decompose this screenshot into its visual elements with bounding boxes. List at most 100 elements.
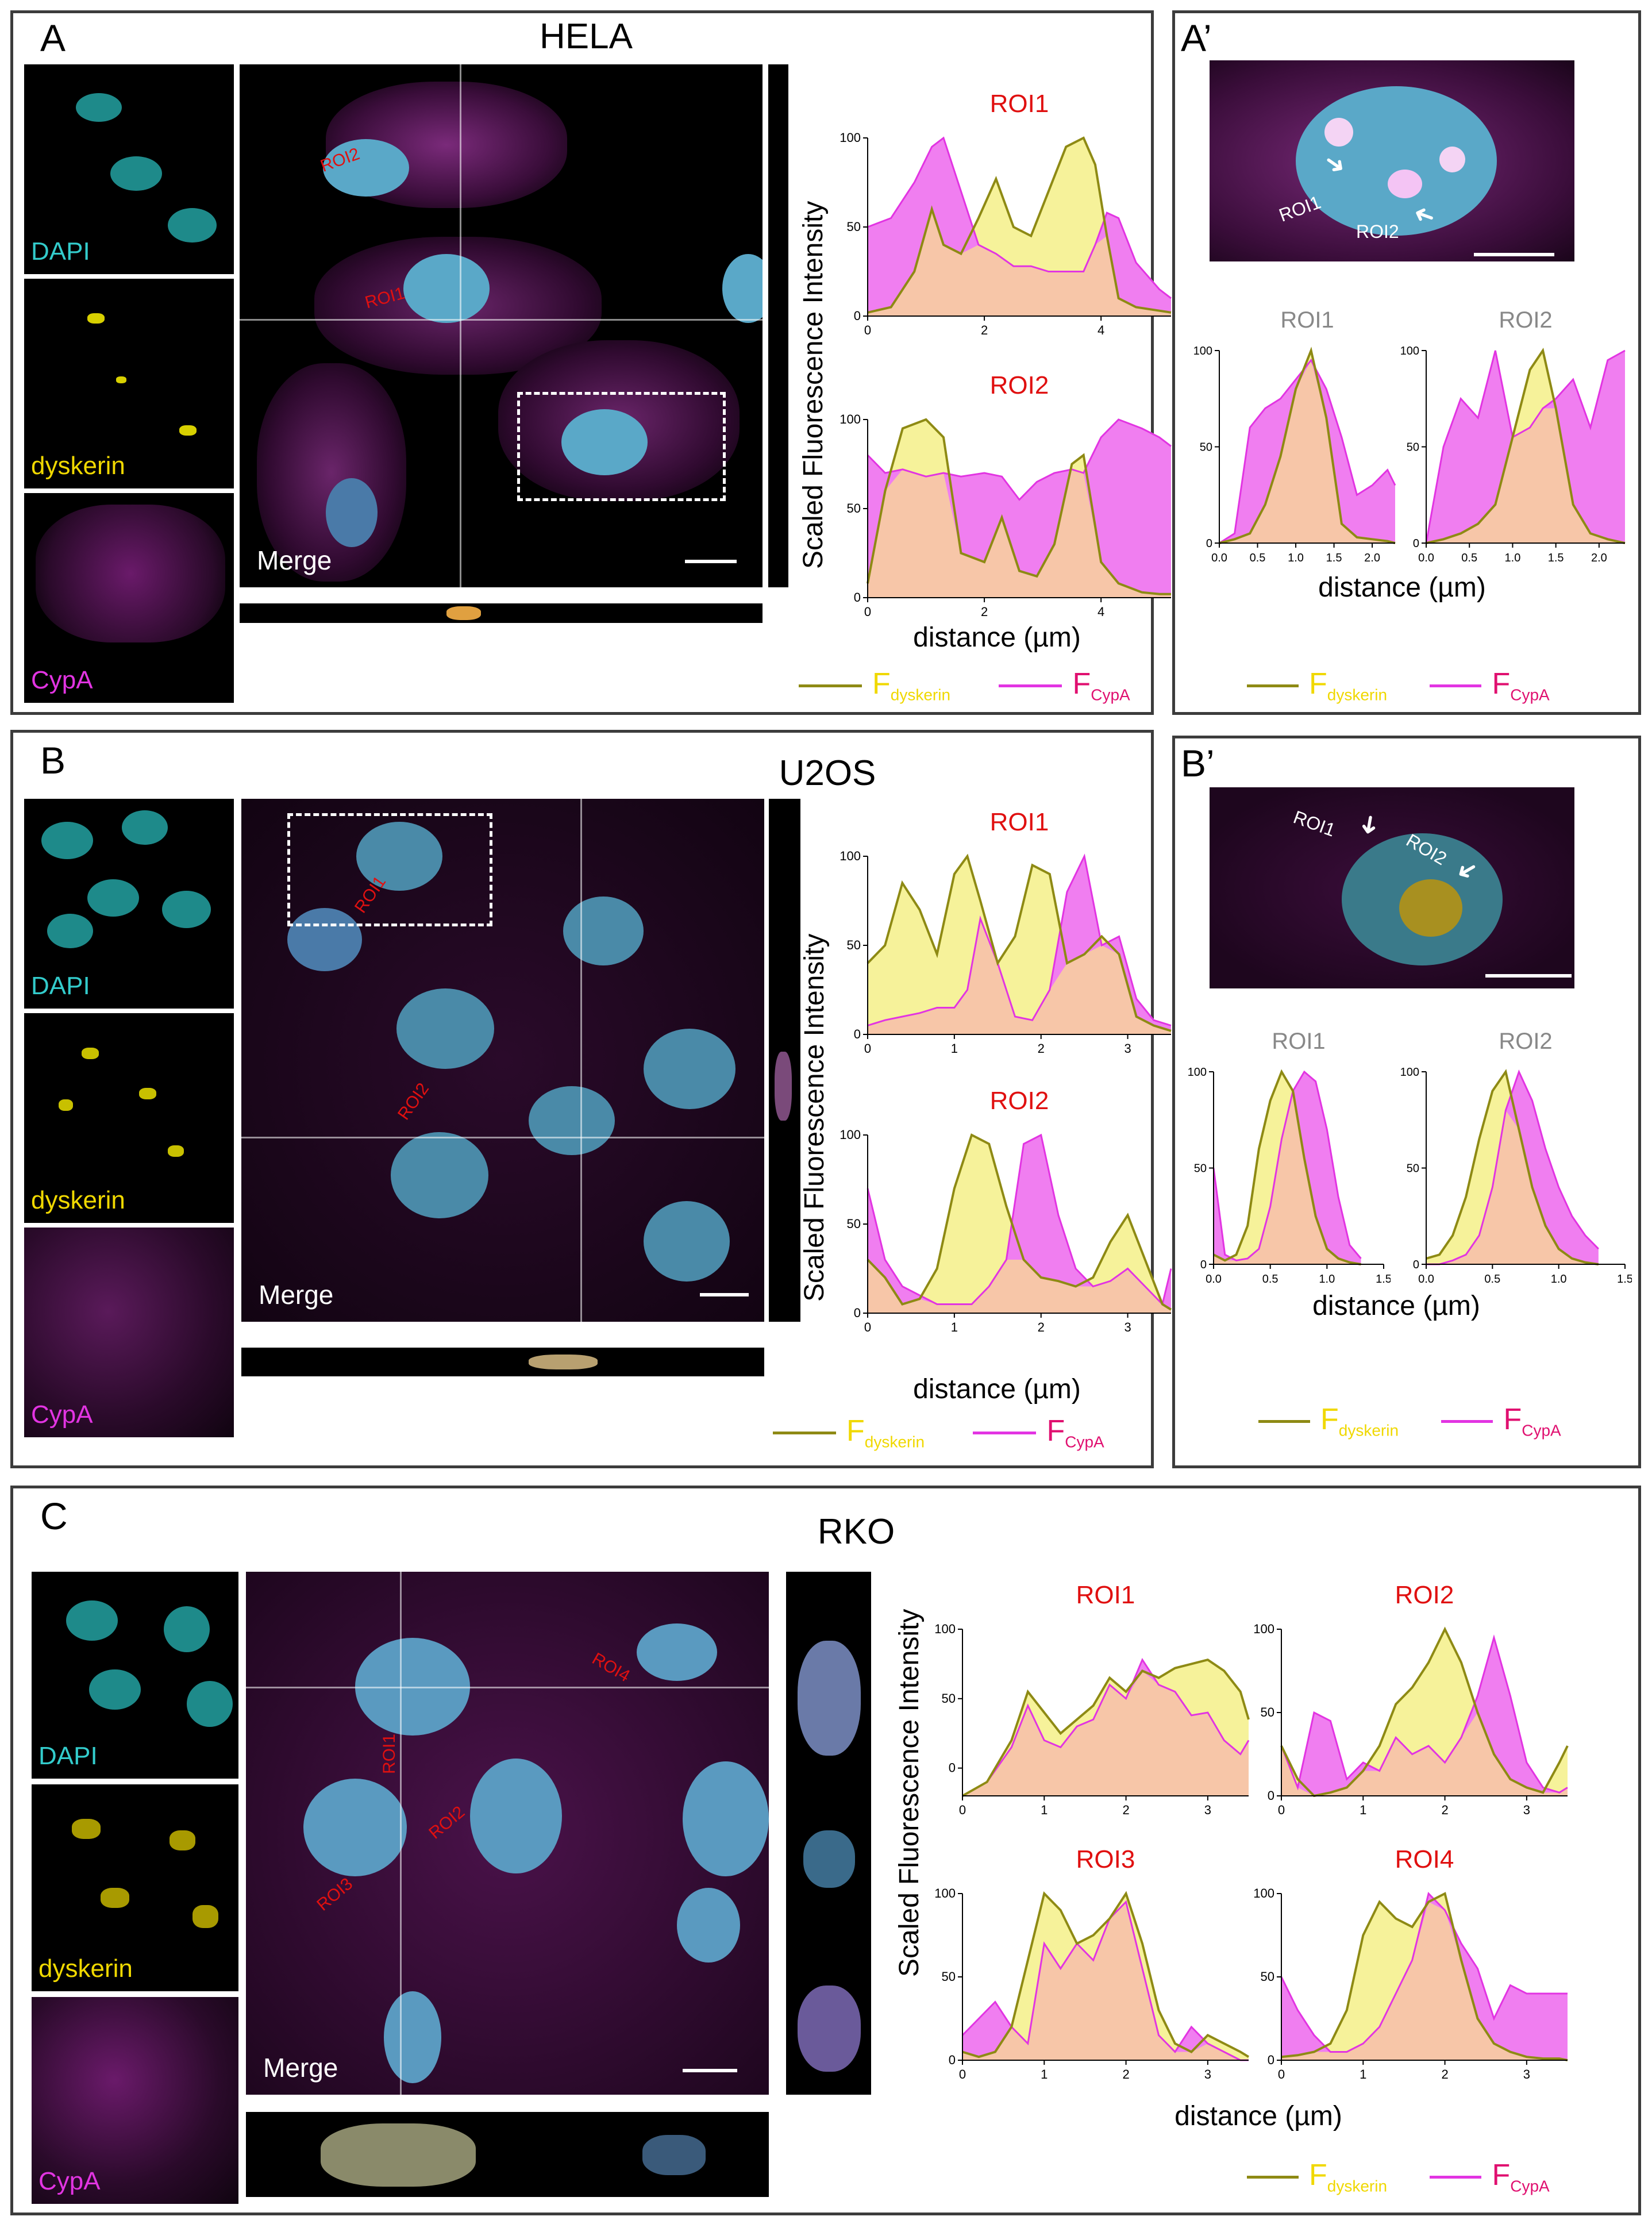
x-tick-label: 2.0: [1364, 552, 1380, 564]
legend-a-prime: Fdyskerin FCypA: [1247, 667, 1550, 704]
legend-dyskerin-label: Fdyskerin: [1320, 1403, 1399, 1440]
panel-a-prime: [1172, 10, 1641, 715]
y-tick-label: 50: [942, 1691, 956, 1706]
chart-title: ROI2: [1499, 1029, 1552, 1054]
crosshair-horizontal: [241, 1137, 764, 1138]
y-tick-label: 100: [840, 412, 861, 426]
panel-b-title: U2OS: [779, 753, 876, 793]
scale-bar: [1485, 974, 1572, 978]
y-tick-label: 50: [942, 1969, 956, 1984]
chart-title: ROI2: [1499, 307, 1552, 333]
cypa-line: [867, 1133, 1172, 1306]
scale-bar: [700, 1293, 749, 1296]
cypa-line: [1280, 1892, 1568, 2053]
merge-label: Merge: [259, 1280, 334, 1310]
panel-a-title: HELA: [540, 17, 633, 56]
crosshair-horizontal: [240, 319, 763, 321]
chart-title: ROI2: [990, 1087, 1049, 1115]
cypa-area: [868, 1135, 1171, 1313]
orthogonal-side-view: [768, 64, 788, 587]
chart-c-roi3: ROI3 0 50 100 0 1 2 3: [934, 1845, 1250, 2081]
chart-title: ROI4: [1395, 1845, 1454, 1873]
x-tick-label: 2: [1122, 2067, 1129, 2081]
x-tick-label: 1.5: [1326, 552, 1342, 564]
chart-a-roi2: ROI2 0 50 100 0 2 4: [840, 371, 1172, 619]
y-tick-label: 50: [847, 1217, 861, 1231]
x-axis-label: distance (µm): [1318, 572, 1486, 603]
crosshair-vertical: [460, 64, 461, 587]
x-tick-label: 0.0: [1206, 1273, 1222, 1286]
legend-cypa-swatch: [1430, 2175, 1482, 2179]
x-tick-label: 1.0: [1505, 552, 1521, 564]
chart-title: ROI1: [1272, 1029, 1325, 1054]
chart-a-roi1: ROI1 0 50 100 0 2 4: [840, 90, 1172, 337]
cypa-image: CypA: [24, 493, 234, 703]
legend-cypa-label: FCypA: [1503, 1403, 1561, 1440]
legend-dyskerin-swatch: [773, 1431, 836, 1434]
x-tick-label: 0.5: [1262, 1273, 1279, 1286]
dyskerin-image: dyskerin: [24, 279, 234, 488]
legend-b: Fdyskerin FCypA: [773, 1414, 1104, 1451]
y-tick-label: 0: [1268, 2053, 1274, 2067]
dyskerin-line: [962, 1659, 1250, 1797]
x-tick-label: 3: [1523, 1803, 1530, 1817]
legend-dyskerin-label: Fdyskerin: [872, 667, 951, 704]
channel-label-dapi: DAPI: [31, 237, 90, 266]
chart-title: ROI2: [1395, 1581, 1454, 1609]
inset-image: ➜ ➜ ROI1 ROI2: [1210, 60, 1574, 261]
orthogonal-bottom-view: [240, 603, 763, 623]
legend-dyskerin-swatch: [1247, 684, 1299, 687]
y-tick-label: 0: [854, 309, 861, 323]
y-tick-label: 0: [854, 590, 861, 605]
x-tick-label: 0: [864, 1320, 871, 1334]
chart-title: ROI1: [990, 90, 1049, 118]
channel-label-dyskerin: dyskerin: [38, 1954, 133, 1983]
overlap-area: [868, 1260, 1171, 1313]
x-tick-label: 1: [1360, 2067, 1366, 2081]
x-tick-label: 2.0: [1591, 552, 1607, 564]
channel-label-dapi: DAPI: [31, 972, 90, 1000]
x-tick-label: 0: [864, 323, 871, 337]
panel-b-prime-letter: B’: [1181, 742, 1215, 784]
scale-bar: [685, 560, 737, 563]
x-tick-label: 1: [1041, 2067, 1048, 2081]
overlap-area: [1281, 1902, 1568, 2060]
overlap-area: [1214, 1091, 1361, 1264]
x-tick-label: 2: [981, 605, 988, 619]
x-axis-label: distance (µm): [913, 1374, 1081, 1405]
y-axis-label: Scaled Fluorescence Intensity: [894, 1609, 925, 1977]
dyskerin-line: [1281, 1892, 1568, 2061]
x-tick-label: 2: [1038, 1041, 1045, 1056]
legend-cypa-label: FCypA: [1492, 2158, 1550, 2195]
x-tick-label: 3: [1204, 1803, 1211, 1817]
y-tick-label: 0: [1200, 1259, 1207, 1271]
dyskerin-line: [867, 418, 1171, 595]
chart-title: ROI3: [1076, 1845, 1135, 1873]
x-tick-label: 0: [1278, 2067, 1285, 2081]
chart-b-roi1: ROI1 0 50 100 0 1 2 3: [840, 808, 1172, 1056]
x-tick-label: 1: [1360, 1803, 1366, 1817]
cypa-image: CypA: [24, 1228, 234, 1437]
chart-title: ROI1: [1280, 307, 1334, 333]
y-tick-label: 100: [1188, 1066, 1207, 1079]
legend-dyskerin-label: Fdyskerin: [846, 1414, 925, 1451]
y-tick-label: 50: [847, 938, 861, 952]
dyskerin-line: [1280, 1626, 1569, 1798]
x-tick-label: 2: [1441, 1803, 1448, 1817]
panel-b: [10, 730, 1154, 1468]
y-tick-label: 100: [840, 130, 861, 145]
merge-label: Merge: [263, 2053, 338, 2083]
x-axis-label: distance (µm): [913, 622, 1081, 653]
chart-a-prime-roi1: ROI1 0 50 100 0.0 0.5 1.0 1.5 2.0: [1193, 307, 1396, 564]
x-tick-label: 1.5: [1376, 1273, 1391, 1286]
channel-label-dapi: DAPI: [38, 1742, 98, 1770]
channel-label-cypa: CypA: [38, 2167, 101, 2195]
legend-cypa-swatch: [973, 1431, 1037, 1434]
dyskerin-line: [1219, 347, 1396, 544]
y-tick-label: 50: [1194, 1163, 1207, 1175]
orthogonal-bottom-view: [246, 2112, 769, 2197]
cypa-line: [1426, 1069, 1599, 1265]
y-tick-label: 50: [1261, 1969, 1274, 1984]
dyskerin-line: [1426, 348, 1626, 544]
x-tick-label: 4: [1098, 323, 1104, 337]
